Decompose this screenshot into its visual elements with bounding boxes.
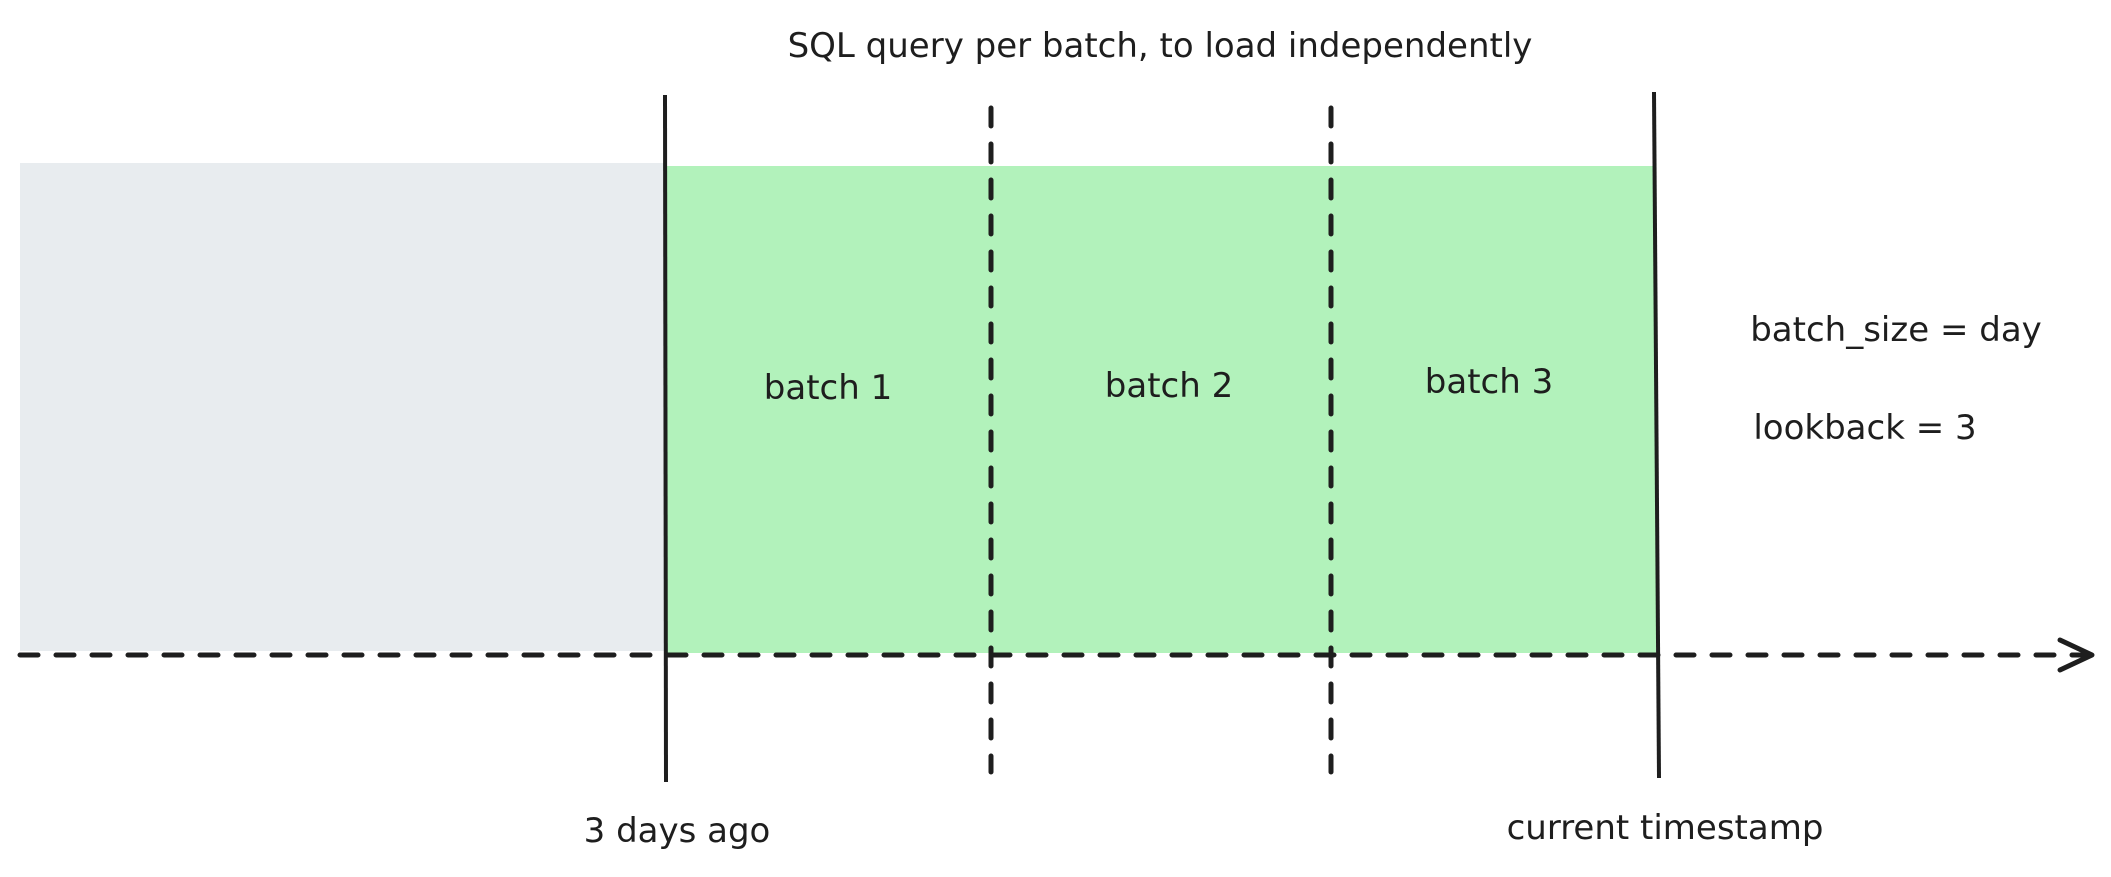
end-boundary-line: [1652, 91, 1661, 779]
start-boundary-line: [663, 94, 668, 783]
axis-arrowhead-icon: [2057, 637, 2095, 673]
lookback-label: lookback = 3: [1753, 408, 1977, 448]
past-region: [20, 163, 666, 651]
start-marker-label: 3 days ago: [583, 811, 771, 851]
batch-label-2: batch 2: [1104, 366, 1234, 406]
diagram-title: SQL query per batch, to load independent…: [787, 26, 1533, 66]
batch-label-3: batch 3: [1424, 362, 1554, 402]
end-marker-label: current timestamp: [1506, 808, 1824, 848]
batch-size-label: batch_size = day: [1750, 310, 2042, 350]
batch-region: [666, 166, 1656, 653]
batch-label-1: batch 1: [763, 368, 893, 408]
